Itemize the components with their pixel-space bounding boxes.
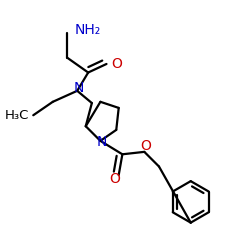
Text: O: O — [110, 172, 120, 186]
Text: O: O — [111, 57, 122, 71]
Text: NH₂: NH₂ — [75, 23, 101, 37]
Text: N: N — [96, 135, 107, 149]
Text: H₃C: H₃C — [5, 109, 29, 122]
Text: N: N — [73, 82, 84, 96]
Text: O: O — [140, 140, 151, 153]
